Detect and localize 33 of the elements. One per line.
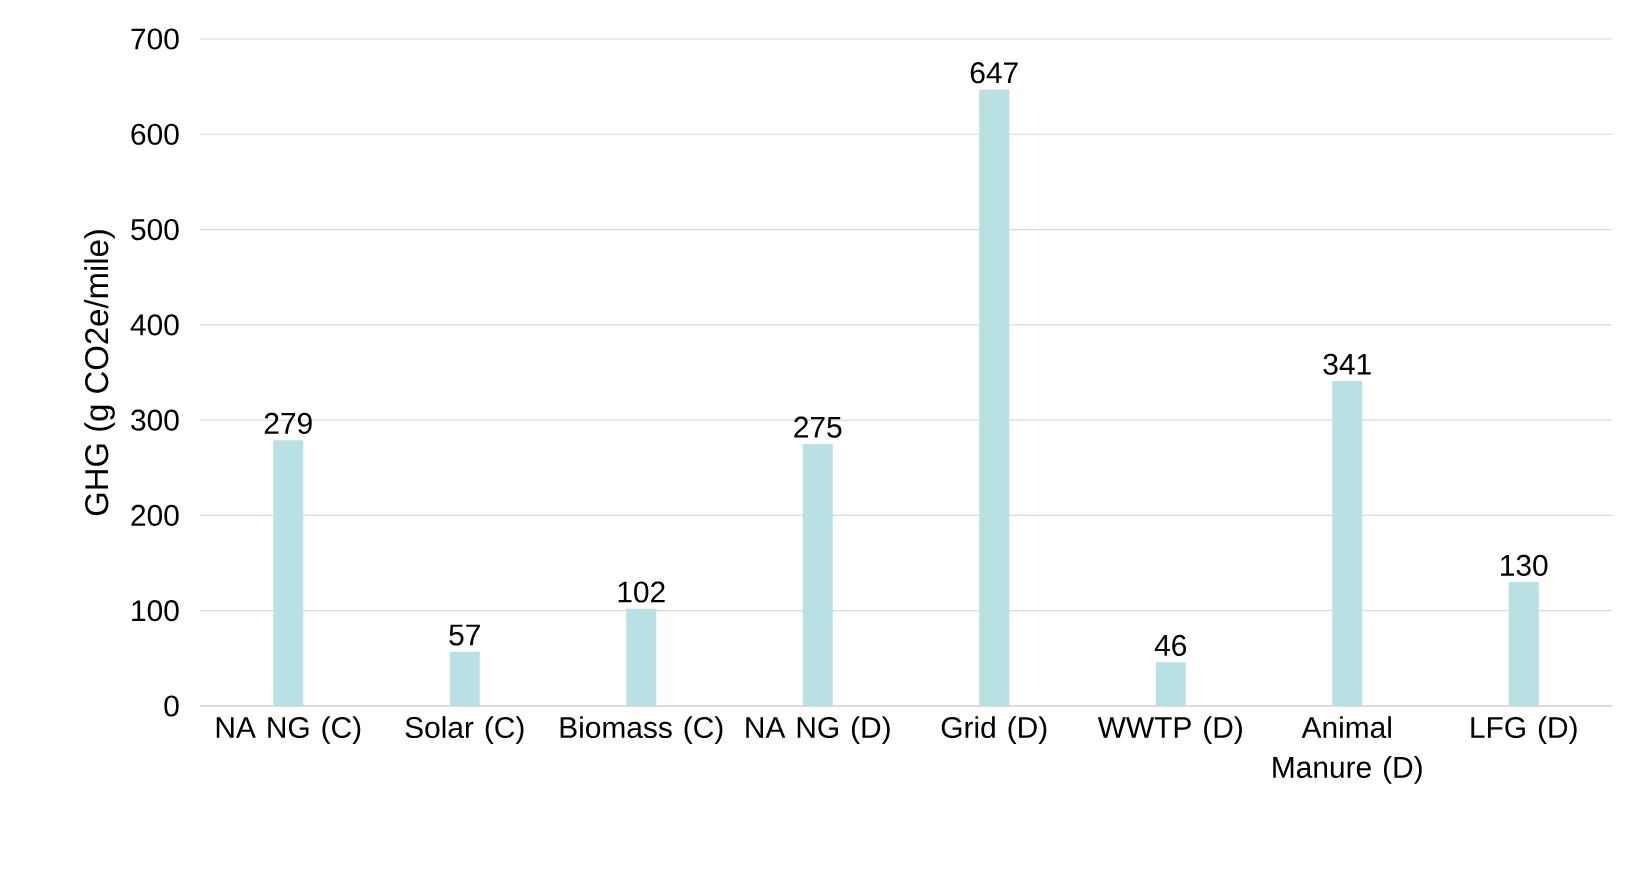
data-label: 130 xyxy=(1501,554,1548,576)
data-label: 279 xyxy=(264,412,312,434)
y-tick-label: 400 xyxy=(130,314,179,336)
y-tick-label: 100 xyxy=(132,600,179,622)
x-tick-label: WWTP (D) xyxy=(1097,716,1242,744)
data-label: 102 xyxy=(618,581,665,603)
bar xyxy=(1332,381,1363,706)
bar xyxy=(273,440,304,706)
data-label: 275 xyxy=(794,416,842,438)
bar xyxy=(802,443,833,706)
y-tick-label: 700 xyxy=(131,28,179,50)
x-tick-label: Animal Manure (D) xyxy=(1273,716,1422,784)
x-tick-label: Biomass (C) xyxy=(560,716,723,744)
x-tick-label: LFG (D) xyxy=(1471,716,1577,744)
y-axis-title: GHG (g CO2e/mile) xyxy=(84,230,115,516)
bar xyxy=(449,651,480,706)
bar xyxy=(626,608,657,706)
data-label: 341 xyxy=(1323,353,1371,375)
data-label: 647 xyxy=(970,62,1018,84)
x-tick-label: Solar (C) xyxy=(405,716,524,744)
bar xyxy=(979,89,1010,706)
data-label: 57 xyxy=(449,624,480,646)
x-tick-label: Grid (D) xyxy=(941,716,1047,744)
y-tick-label: 200 xyxy=(131,504,179,527)
x-tick-label: NA NG (C) xyxy=(216,716,361,744)
y-tick-label: 0 xyxy=(164,695,179,717)
bar xyxy=(1508,582,1539,706)
y-tick-label: 300 xyxy=(131,409,179,431)
bar xyxy=(1155,662,1186,706)
y-tick-label: 600 xyxy=(131,123,179,145)
y-tick-label: 500 xyxy=(131,218,179,241)
x-tick-label: NA NG (D) xyxy=(746,716,890,744)
data-label: 46 xyxy=(1154,634,1187,656)
